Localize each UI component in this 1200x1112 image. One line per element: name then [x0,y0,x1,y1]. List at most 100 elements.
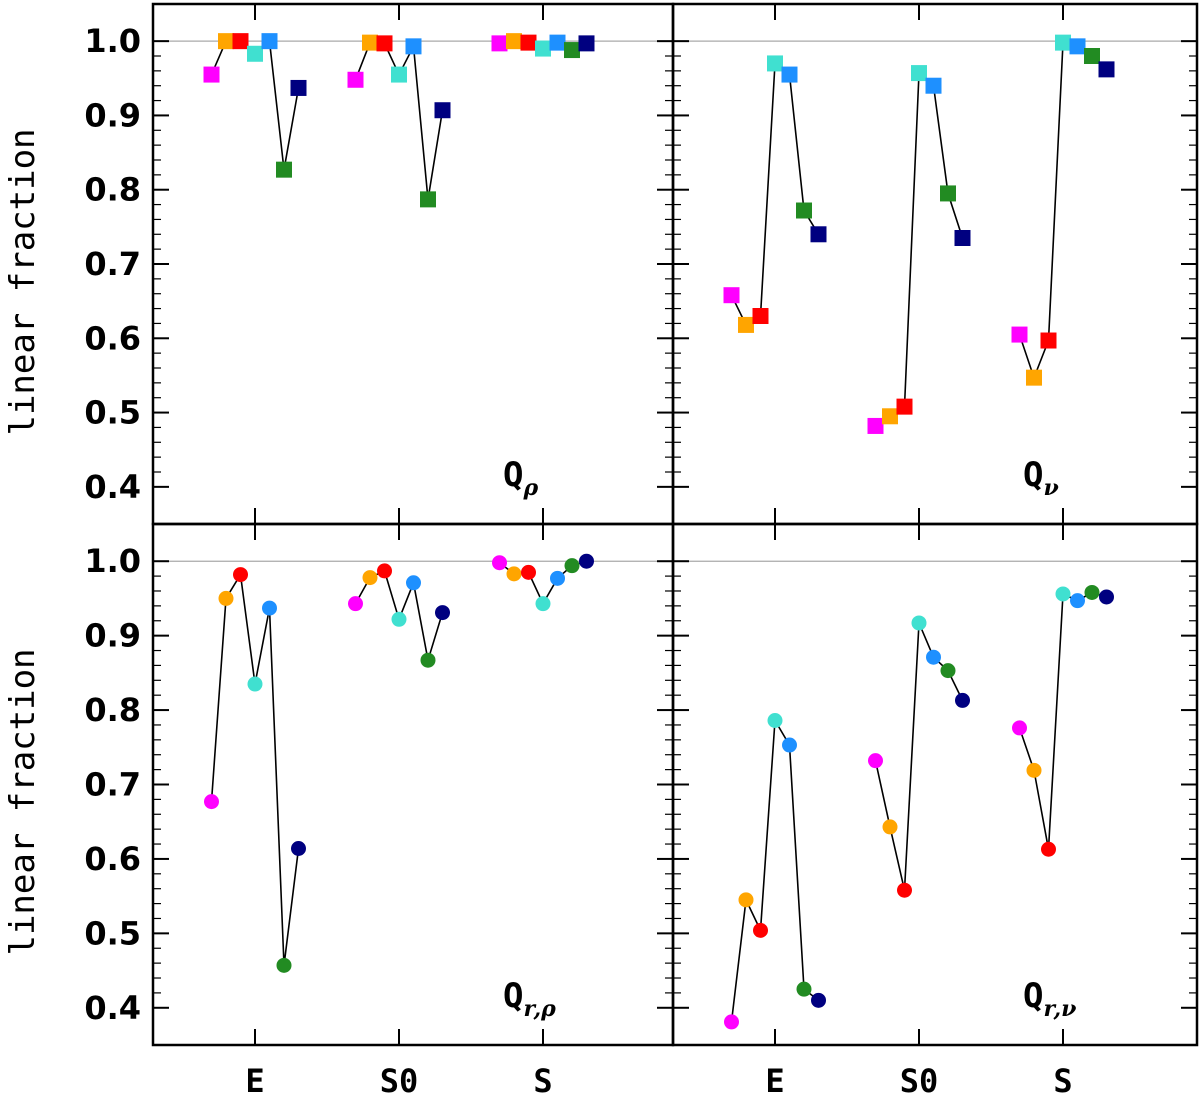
data-point-q-r-rho-S-5 [564,558,580,574]
data-point-q-r-nu-E-6 [811,992,826,1008]
panel-q-r-nu: E S0 S Qr,ν [671,522,1199,1100]
data-point-q-r-nu-S-3 [1055,586,1071,602]
data-point-q-nu-S0-5 [940,185,956,202]
y-tick-label: 0.8 [84,691,141,729]
panel-label-subscript: r,ν [1043,996,1076,1022]
data-point-q-nu-S0-6 [954,230,971,246]
data-point-q-r-rho-E-5 [276,957,292,973]
data-point-q-r-nu-S0-3 [911,615,927,631]
data-line-q-nu-S0 [875,71,964,427]
data-point-q-nu-S-6 [1098,61,1115,78]
data-point-q-rho-E-0 [203,66,220,83]
panel-label-q-nu: Qν [1023,455,1059,501]
data-point-q-nu-S-0 [1011,326,1028,343]
y-axis-titles: linear fraction linear fraction [3,128,43,955]
data-point-q-r-nu-E-0 [724,1014,739,1030]
data-point-q-r-nu-S0-4 [926,649,941,665]
x-category-label-S: S [533,1062,552,1100]
data-point-q-rho-S0-1 [362,34,378,51]
data-point-q-nu-S0-4 [925,77,942,94]
y-tick-label: 0.9 [84,617,141,655]
panel-label-subscript: r,ρ [523,996,556,1022]
data-line-q-rho-S0 [354,41,444,200]
x-category-label-S: S [1053,1062,1072,1100]
data-point-q-nu-E-3 [767,55,783,72]
data-point-q-rho-S-6 [578,35,595,52]
x-category-label-S0: S0 [900,1062,939,1100]
data-point-q-rho-S0-2 [376,35,393,52]
x-category-label-S0: S0 [380,1062,419,1100]
data-point-q-r-rho-S0-2 [377,563,392,579]
panels-layer: 0.40.50.60.70.80.91.0Qρ Qν0.40.50.60.70.8… [84,2,1199,1100]
data-point-q-r-rho-S0-6 [435,605,450,621]
panel-label-subscript: ν [1043,475,1058,501]
data-point-q-r-nu-E-3 [767,712,783,728]
data-point-q-rho-S0-4 [405,38,422,55]
data-point-q-nu-S0-0 [867,417,884,434]
data-point-q-r-rho-E-6 [291,841,306,857]
data-point-q-r-nu-S-1 [1026,762,1042,778]
data-point-q-r-rho-E-1 [218,590,234,606]
x-category-label-E: E [245,1062,264,1100]
data-point-q-rho-E-1 [218,33,234,50]
y-tick-label: 1.0 [84,22,141,60]
data-point-q-r-nu-S-2 [1041,841,1056,857]
data-point-q-rho-S0-6 [434,102,451,119]
panel-label-q-r-rho: Qr,ρ [503,976,556,1022]
data-point-q-nu-E-1 [738,316,754,333]
data-point-q-rho-S-2 [520,34,537,51]
data-point-q-nu-S0-2 [896,398,913,415]
data-point-q-nu-S-4 [1069,38,1086,55]
data-point-q-r-nu-S0-1 [882,819,898,835]
data-point-q-r-nu-S-0 [1012,720,1027,736]
data-point-q-r-rho-S0-0 [348,596,363,612]
panel-label-main: Q [503,976,523,1016]
y-axis-title-top: linear fraction [3,128,43,435]
y-axis-title-bottom: linear fraction [3,648,43,955]
y-tick-label: 0.4 [84,989,141,1027]
data-point-q-rho-S0-5 [420,191,436,208]
data-point-q-nu-E-5 [796,202,812,219]
panel-frame-q-r-nu [671,522,1199,1047]
data-point-q-r-nu-S-4 [1070,593,1085,609]
data-point-q-r-rho-S-6 [579,553,594,569]
data-point-q-r-rho-E-2 [233,567,248,583]
y-tick-label: 0.9 [84,96,141,134]
data-point-q-rho-S0-0 [347,71,364,88]
data-point-q-r-nu-E-4 [782,737,797,753]
data-point-q-r-rho-S-4 [550,570,565,586]
data-point-q-rho-S-0 [491,35,508,52]
data-line-q-nu-E [730,61,820,327]
panel-q-rho: 0.4 0.5 0.6 0.7 0.8 0.9 1.0 Qρ [84,2,675,526]
panel-q-nu: Qν [671,2,1199,526]
data-point-q-r-nu-S-6 [1099,589,1114,605]
data-point-q-rho-E-2 [232,33,249,50]
data-line-q-r-nu-E [730,717,819,1022]
data-point-q-r-nu-S0-5 [940,663,956,679]
data-point-q-rho-S-5 [564,42,580,59]
y-tick-label: 0.5 [84,394,141,432]
data-point-q-r-rho-S-1 [506,566,522,582]
data-point-q-r-nu-S-5 [1084,584,1100,600]
data-point-q-nu-E-4 [781,66,798,83]
panel-label-q-rho: Qρ [503,455,538,501]
panel-label-subscript: ρ [522,475,538,501]
data-point-q-nu-S0-1 [882,408,898,425]
data-point-q-r-nu-S0-0 [868,753,883,769]
data-line-q-r-nu-S [1018,591,1107,850]
y-tick-label: 0.7 [84,766,141,804]
data-point-q-nu-S0-3 [911,65,927,82]
data-line-q-r-rho-E [210,572,300,966]
data-point-q-r-nu-S0-6 [955,692,970,708]
data-line-q-r-nu-S0 [874,622,964,891]
data-point-q-r-rho-E-0 [204,794,219,810]
data-point-q-rho-E-4 [261,33,278,50]
panel-label-main: Q [1023,976,1043,1016]
data-point-q-r-nu-E-1 [738,892,754,908]
data-point-q-r-rho-S-3 [535,596,551,612]
data-point-q-nu-S-1 [1026,369,1042,386]
data-point-q-rho-S-4 [549,34,566,51]
y-tick-label: 0.6 [84,319,141,357]
data-point-q-r-rho-S0-1 [362,570,378,586]
y-tick-label: 0.7 [84,245,141,283]
